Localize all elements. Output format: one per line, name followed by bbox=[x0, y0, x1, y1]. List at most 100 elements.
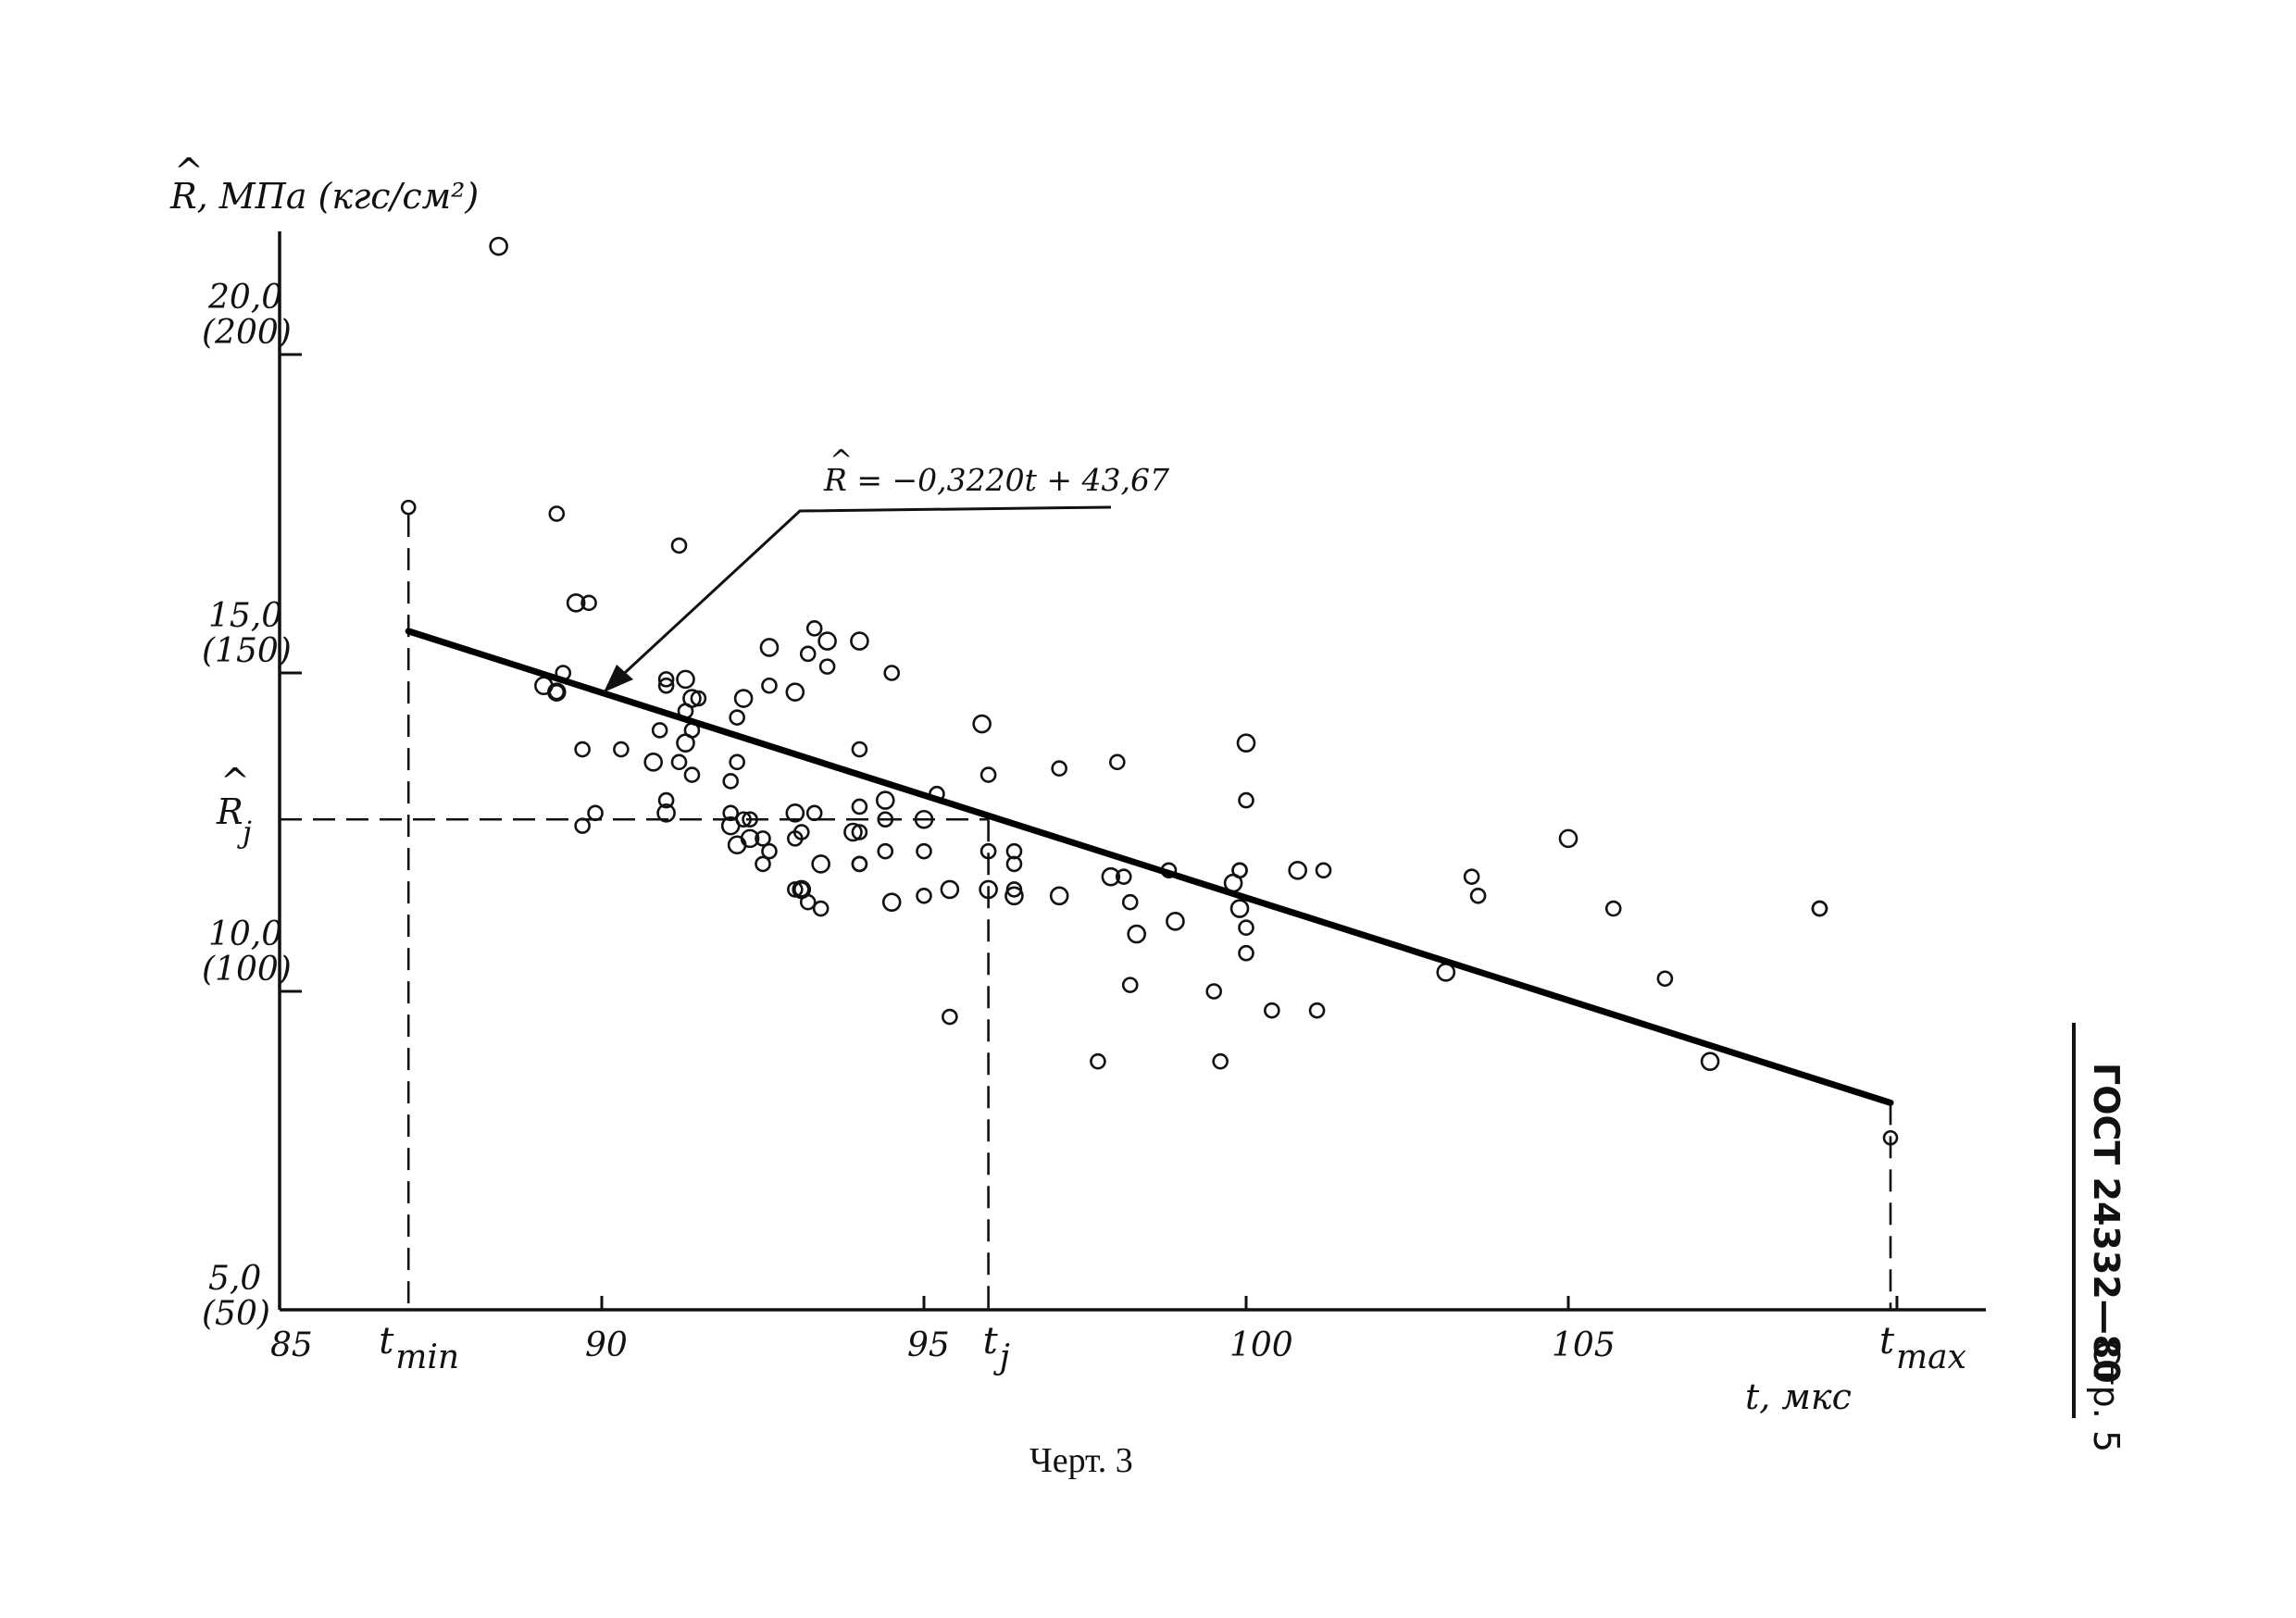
scatter-point bbox=[812, 900, 830, 917]
side-page: Стр. 5 bbox=[2086, 1340, 2127, 1452]
scatter-point bbox=[1166, 912, 1185, 931]
y-tick-label-mpa: 10,0 bbox=[208, 915, 282, 953]
scatter-point bbox=[580, 594, 597, 612]
scatter-point bbox=[1288, 860, 1307, 880]
scatter-point bbox=[1229, 899, 1250, 918]
scatter-point bbox=[548, 505, 566, 522]
scatter-point bbox=[877, 842, 894, 860]
scatter-point bbox=[1109, 753, 1126, 771]
dashed-guides bbox=[280, 515, 1892, 1310]
scatter-point bbox=[850, 631, 869, 651]
y-tick-label-kgf: (200) bbox=[202, 314, 292, 352]
scatter-point bbox=[914, 809, 934, 829]
equation-label: R = −0,3220t + 43,67 bbox=[823, 462, 1169, 498]
scatter-point bbox=[651, 722, 668, 739]
scatter-point bbox=[843, 822, 863, 842]
x-tick-label: 85 bbox=[270, 1326, 313, 1364]
equation-arrowhead bbox=[604, 665, 633, 692]
scatter-point bbox=[792, 879, 812, 900]
scatter-point bbox=[980, 766, 997, 783]
scatter-point bbox=[1700, 1052, 1720, 1071]
scatter-point bbox=[980, 842, 997, 860]
scatter-point bbox=[643, 753, 663, 772]
scatter-point bbox=[979, 879, 998, 900]
tmin-label: t bbox=[379, 1320, 394, 1363]
scatter-point bbox=[1049, 886, 1069, 906]
equation-leader bbox=[602, 505, 1112, 694]
x-axis-label: t, мкс bbox=[1745, 1376, 1852, 1417]
tmax-label: t bbox=[1879, 1320, 1895, 1363]
scatter-point bbox=[729, 709, 745, 726]
scatter-point bbox=[722, 804, 740, 822]
y-tick-label-kgf: (50) bbox=[202, 1295, 270, 1333]
scatter-point bbox=[818, 658, 836, 675]
regression-line bbox=[405, 628, 1894, 1106]
scatter-point bbox=[1236, 733, 1256, 753]
x-tick-label: 100 bbox=[1229, 1326, 1293, 1364]
y-axis-label: R, МПа (кгс/см²) bbox=[169, 176, 479, 217]
scatter-point bbox=[1811, 900, 1828, 917]
scatter-point bbox=[682, 689, 702, 708]
scatter-point bbox=[805, 620, 823, 637]
axis-ticks: 85 90 95 100 105 5,0(50) 10,0(100) 15,0(150) 20,… bbox=[202, 279, 1966, 1376]
scatter-point bbox=[811, 854, 830, 874]
scatter-point bbox=[742, 811, 758, 828]
scatter-point bbox=[761, 842, 778, 860]
scatter-point bbox=[729, 753, 745, 771]
scatter-point bbox=[759, 638, 780, 657]
scatter-point bbox=[877, 811, 894, 828]
x-tick-label: 95 bbox=[907, 1326, 950, 1364]
y-tick-label-mpa: 15,0 bbox=[208, 597, 282, 635]
scatter-point bbox=[792, 824, 810, 840]
scatter-point bbox=[916, 842, 932, 860]
scatter-point bbox=[1315, 862, 1332, 879]
scatter-point bbox=[799, 645, 817, 663]
scatter-point bbox=[916, 887, 932, 904]
scatter-point bbox=[883, 665, 901, 681]
scatter-point bbox=[942, 1008, 958, 1026]
y-axis-hat: ^ bbox=[174, 151, 204, 192]
scatter-point bbox=[400, 499, 417, 516]
equation-hat: ^ bbox=[830, 444, 853, 477]
scatter-point bbox=[574, 741, 591, 758]
scatter-point bbox=[727, 835, 747, 855]
side-header: ГОСТ 24332—80 Стр. 5 bbox=[2086, 1063, 2127, 1452]
scatter-point bbox=[817, 631, 837, 651]
scatter-point bbox=[761, 677, 778, 694]
scatter-point bbox=[1308, 1002, 1326, 1019]
scatter-point bbox=[1463, 868, 1480, 885]
scatter-point bbox=[851, 741, 868, 758]
scatter-point bbox=[1212, 1052, 1229, 1070]
scatter-point bbox=[785, 803, 805, 823]
scatter-point bbox=[574, 817, 591, 834]
scatter-point bbox=[1004, 886, 1024, 906]
scatter-point bbox=[851, 855, 868, 873]
scatter-point bbox=[755, 855, 771, 873]
tmax-subscript: max bbox=[1896, 1338, 1966, 1376]
scatter-point bbox=[587, 804, 604, 822]
scatter-point bbox=[735, 811, 752, 828]
scatter-point bbox=[657, 677, 675, 694]
scatter-point bbox=[805, 804, 823, 822]
scatter-point bbox=[1264, 1002, 1280, 1019]
scatter-point bbox=[676, 669, 695, 690]
rj-hat: ^ bbox=[220, 761, 250, 802]
y-tick-label-kgf: (100) bbox=[202, 951, 292, 989]
scatter-point bbox=[1469, 887, 1487, 904]
y-tick-label-mpa: 20,0 bbox=[207, 279, 282, 317]
scatter-point bbox=[670, 753, 688, 771]
scatter-point bbox=[1005, 855, 1023, 873]
scatter-point bbox=[1121, 977, 1139, 993]
scatter-point bbox=[690, 690, 707, 707]
side-standard: ГОСТ 24332—80 bbox=[2086, 1063, 2127, 1384]
scatter-point bbox=[785, 682, 805, 702]
scatter-point bbox=[851, 798, 868, 815]
y-tick-label-mpa: 5,0 bbox=[208, 1260, 261, 1298]
scatter-point bbox=[792, 881, 810, 898]
scatter-point bbox=[1090, 1052, 1106, 1070]
scatter-point bbox=[722, 773, 740, 790]
scatter-point bbox=[1558, 828, 1578, 849]
scatter-point bbox=[656, 803, 676, 823]
scatter-point bbox=[1238, 919, 1254, 937]
